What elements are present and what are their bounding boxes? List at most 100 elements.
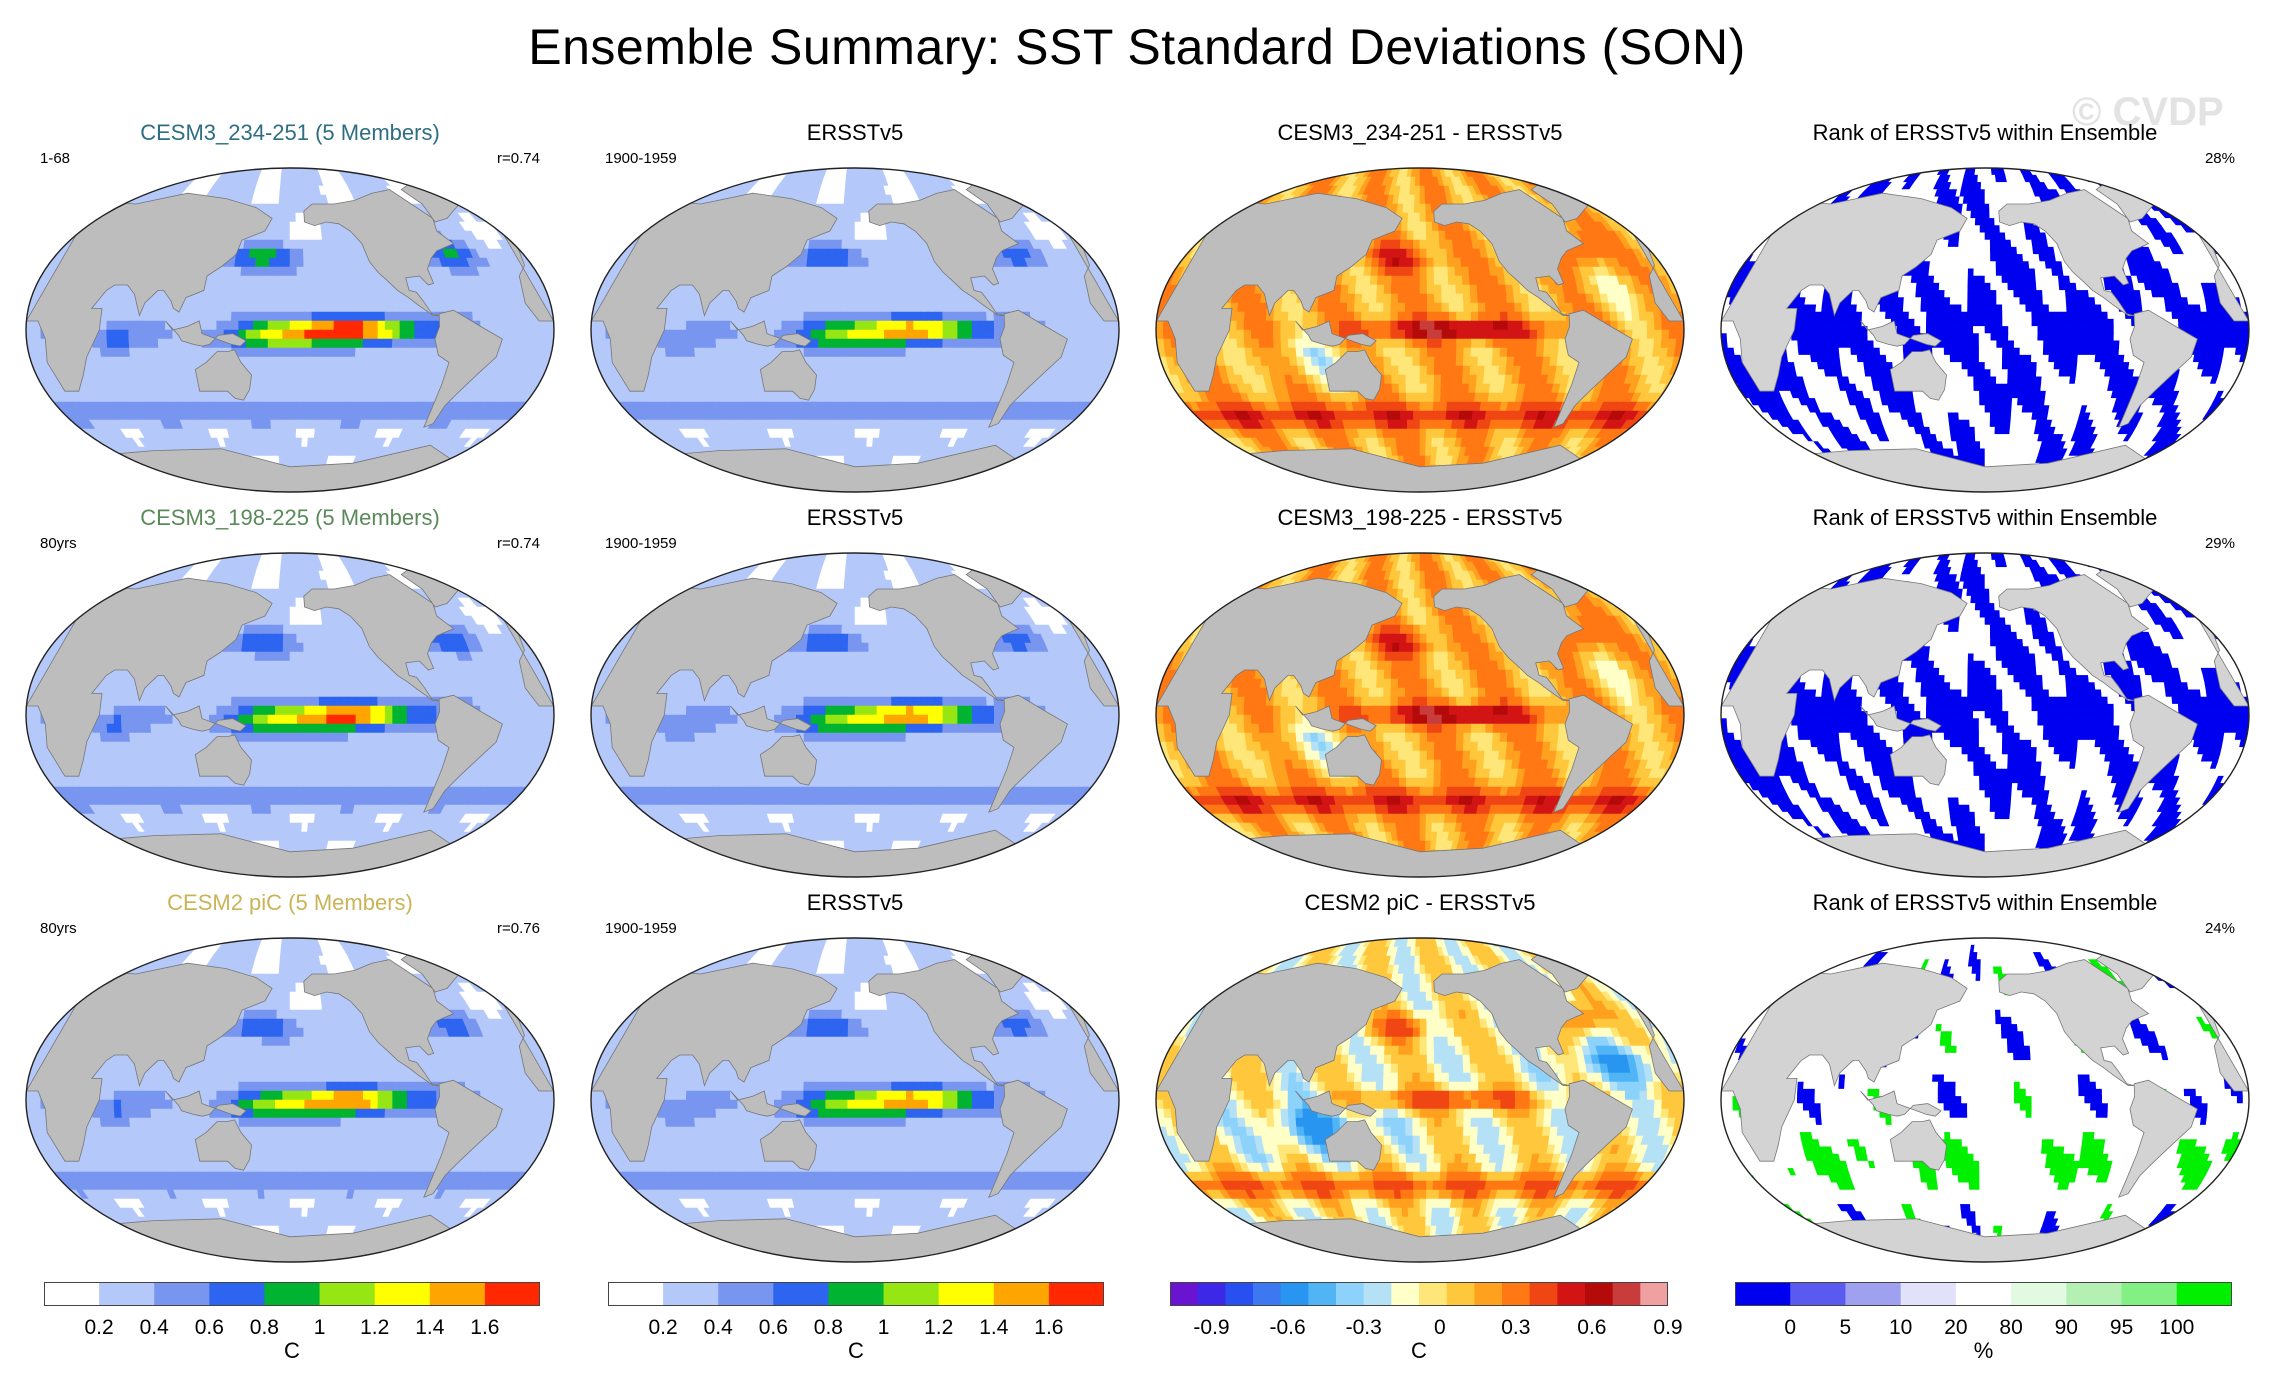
map-panel-rank: Rank of ERSSTv5 within Ensemble 24% — [1715, 890, 2255, 1270]
colorbar-tick-label: 1.2 — [360, 1316, 389, 1340]
colorbar-swatch — [1048, 1282, 1104, 1306]
colorbar-tick-label: -0.6 — [1270, 1316, 1306, 1340]
colorbar-swatch — [1446, 1282, 1475, 1306]
colorbar-swatch — [608, 1282, 664, 1306]
colorbar-swatch — [1419, 1282, 1448, 1306]
colorbar-tick-label: 0.6 — [195, 1316, 224, 1340]
cvdp-watermark: © CVDP — [2072, 90, 2224, 135]
colorbar-tick-label: 10 — [1889, 1316, 1912, 1340]
colorbar-tick-label: -0.3 — [1346, 1316, 1382, 1340]
colorbar-swatch — [2176, 1282, 2232, 1306]
panel-title: CESM2 piC - ERSSTv5 — [1150, 890, 1690, 916]
panel-title: CESM2 piC (5 Members) — [20, 890, 560, 916]
land-mask — [26, 566, 554, 877]
colorbar-tick-label: 5 — [1840, 1316, 1852, 1340]
land-mask — [1721, 566, 2249, 877]
colorbar-swatch — [1790, 1282, 1846, 1306]
world-map — [25, 937, 555, 1263]
colorbar-swatch — [773, 1282, 829, 1306]
colorbar-swatch — [484, 1282, 540, 1306]
colorbar-swatch — [1557, 1282, 1586, 1306]
colorbar-tick-label: 0.4 — [704, 1316, 733, 1340]
colorbar-tick-label: 100 — [2159, 1316, 2194, 1340]
map-panel-model: CESM3_234-251 (5 Members) 1-68 r=0.74 — [20, 120, 560, 500]
colorbar-swatch — [883, 1282, 940, 1306]
colorbar-swatch — [828, 1282, 885, 1306]
colorbar-tick-label: 1.6 — [470, 1316, 499, 1340]
colorbar-swatch — [2121, 1282, 2178, 1306]
map-panel-diff: CESM3_234-251 - ERSSTv5 — [1150, 120, 1690, 500]
colorbar-swatch — [2011, 1282, 2067, 1306]
map-border — [1155, 552, 1685, 878]
map-border — [1720, 937, 2250, 1263]
colorbar-swatch — [2066, 1282, 2123, 1306]
colorbar-units-label: C — [848, 1338, 864, 1364]
colorbar-diff: -0.9 -0.6 -0.3 0 0.3 0.6 0.9 C — [1170, 1282, 1683, 1382]
world-map — [590, 937, 1120, 1263]
colorbar-std: 0.2 0.4 0.6 0.8 1 1.2 1.4 1.6 C — [44, 1282, 540, 1382]
panel-title: Rank of ERSSTv5 within Ensemble — [1715, 505, 2255, 531]
colorbar-tick-label: 0.2 — [648, 1316, 677, 1340]
colorbar-tick-label: 0 — [1784, 1316, 1796, 1340]
panel-stat-label: r=0.74 — [497, 150, 540, 167]
panel-title: ERSSTv5 — [585, 505, 1125, 531]
map-border — [1155, 937, 1685, 1263]
colorbar-tick-label: 1 — [878, 1316, 890, 1340]
land-mask — [1721, 951, 2249, 1262]
world-map — [1720, 937, 2250, 1263]
map-border — [1155, 167, 1685, 493]
panel-title: CESM3_234-251 - ERSSTv5 — [1150, 120, 1690, 146]
colorbar-swatch — [938, 1282, 995, 1306]
colorbar-swatch — [1336, 1282, 1365, 1306]
colorbar-swatch — [1529, 1282, 1558, 1306]
colorbar-swatch — [1225, 1282, 1254, 1306]
panel-title: CESM3_198-225 (5 Members) — [20, 505, 560, 531]
colorbar-swatch — [1197, 1282, 1226, 1306]
map-panel-model: CESM3_198-225 (5 Members) 80yrs r=0.74 — [20, 505, 560, 885]
map-panel-rank: Rank of ERSSTv5 within Ensemble 29% — [1715, 505, 2255, 885]
colorbar-units-label: C — [1411, 1338, 1427, 1364]
map-border — [25, 937, 555, 1263]
panel-title: Rank of ERSSTv5 within Ensemble — [1715, 120, 2255, 146]
colorbar-swatch — [1502, 1282, 1531, 1306]
colorbar-swatch — [1308, 1282, 1337, 1306]
colorbar-swatch — [1170, 1282, 1199, 1306]
colorbar-swatch — [429, 1282, 486, 1306]
colorbar-swatch — [1474, 1282, 1503, 1306]
colorbar-swatch — [1845, 1282, 1902, 1306]
colorbar-swatch — [718, 1282, 774, 1306]
colorbar-swatch — [1735, 1282, 1791, 1306]
panel-title: ERSSTv5 — [585, 890, 1125, 916]
map-border — [1720, 552, 2250, 878]
map-panel-rank: Rank of ERSSTv5 within Ensemble 28% — [1715, 120, 2255, 500]
colorbar-tick-label: 0.9 — [1653, 1316, 1682, 1340]
map-border — [590, 552, 1120, 878]
panel-period-label: 80yrs — [40, 535, 77, 552]
map-panel-obs: ERSSTv5 1900-1959 — [585, 505, 1125, 885]
colorbar-tick-label: 1 — [314, 1316, 326, 1340]
colorbar-swatch — [1253, 1282, 1282, 1306]
colorbar-swatch — [663, 1282, 719, 1306]
colorbar-swatch — [993, 1282, 1050, 1306]
map-border — [25, 552, 555, 878]
colorbar-swatch — [1363, 1282, 1392, 1306]
panel-period-label: 1900-1959 — [605, 535, 677, 552]
panel-stat-label: r=0.76 — [497, 920, 540, 937]
panel-stat-label: 29% — [2205, 535, 2235, 552]
colorbar-tick-label: 0.6 — [1577, 1316, 1606, 1340]
colorbar-tick-label: 1.6 — [1034, 1316, 1063, 1340]
world-map — [25, 167, 555, 493]
panel-period-label: 1900-1959 — [605, 920, 677, 937]
world-map — [590, 552, 1120, 878]
colorbar-tick-label: 0.8 — [814, 1316, 843, 1340]
map-border — [590, 167, 1120, 493]
colorbar-swatch — [1280, 1282, 1309, 1306]
colorbar-swatch — [1612, 1282, 1641, 1306]
panel-title: CESM3_234-251 (5 Members) — [20, 120, 560, 146]
colorbar-tick-label: 0.3 — [1501, 1316, 1530, 1340]
colorbar-tick-label: 1.4 — [415, 1316, 444, 1340]
world-map — [1155, 552, 1685, 878]
panel-stat-label: 28% — [2205, 150, 2235, 167]
colorbar-swatch — [319, 1282, 376, 1306]
colorbar-tick-label: 0.6 — [759, 1316, 788, 1340]
